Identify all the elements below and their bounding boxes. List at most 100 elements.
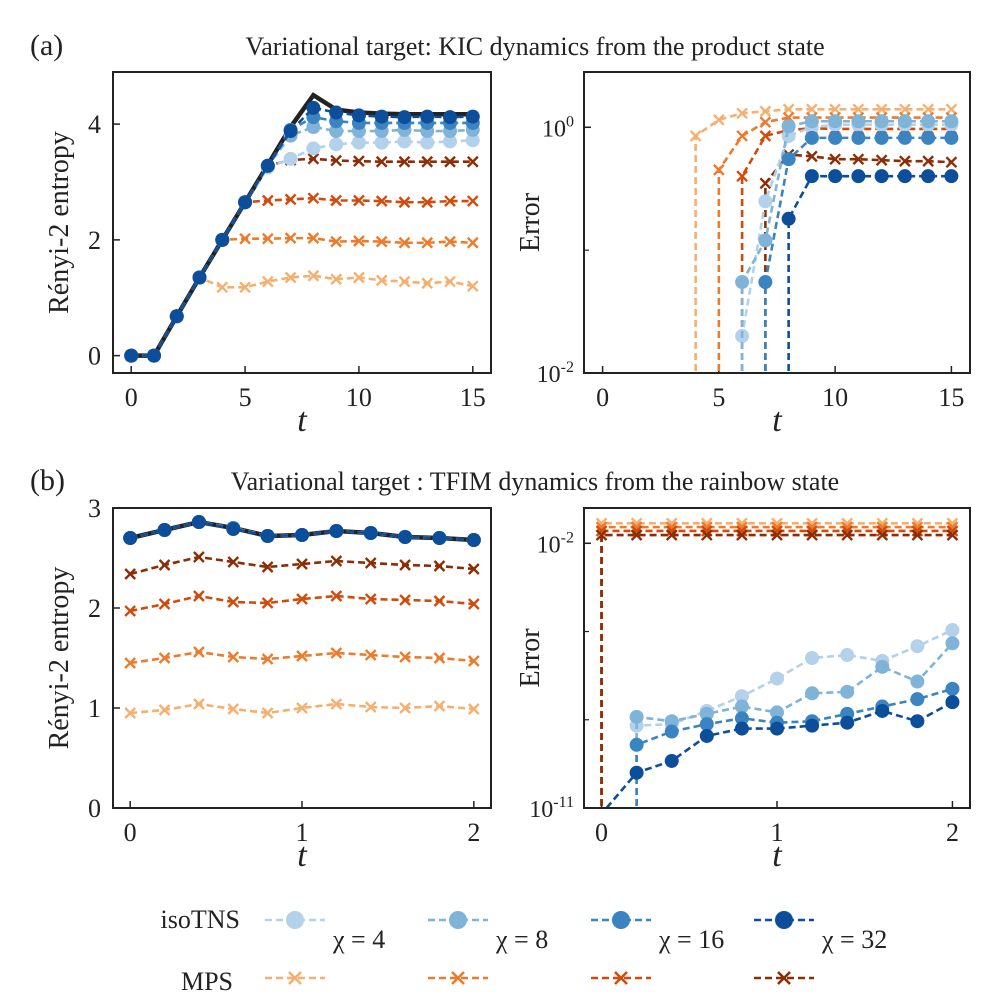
series-mps-chi-4-point bbox=[330, 273, 343, 286]
series-mps-chi-32-point bbox=[193, 551, 205, 563]
series-iso-chi-8-point bbox=[804, 114, 819, 129]
series-iso-chi-8-point bbox=[840, 684, 855, 699]
y-axis-label: Error bbox=[515, 192, 546, 252]
series-iso-chi-32-point bbox=[398, 530, 413, 544]
series-mps-chi-32-point bbox=[399, 559, 411, 571]
x-axis-label: t bbox=[297, 837, 308, 874]
series-mps-chi-32-point bbox=[227, 556, 240, 568]
series-iso-chi-4-line bbox=[635, 628, 953, 808]
series-mps-chi-4-point bbox=[467, 703, 480, 715]
series-mps-chi-32-point bbox=[630, 529, 643, 541]
series-iso-chi-8-point bbox=[758, 233, 773, 248]
series-mps-chi-8-point bbox=[284, 232, 297, 244]
series-iso-chi-8-point bbox=[805, 686, 820, 701]
x-axis-label: t bbox=[772, 837, 783, 874]
series-mps-chi-8-point bbox=[330, 647, 343, 659]
series-mps-chi-32-point bbox=[759, 177, 772, 190]
series-mps-chi-16-point bbox=[330, 194, 343, 207]
series-iso-chi-32-point bbox=[921, 169, 936, 184]
series-mps-chi-32-point bbox=[875, 154, 888, 167]
series-mps-chi-32-point bbox=[899, 155, 911, 168]
series-mps-chi-4-point bbox=[330, 698, 343, 710]
series-iso-chi-4-point bbox=[805, 651, 820, 665]
chart-a-entropy: 0 5 10 15 0 2 4 t Rényi-2 entropy bbox=[44, 71, 492, 439]
legend-row-label-isotns: isoTNS bbox=[161, 905, 240, 934]
series-iso-chi-32-point bbox=[897, 169, 912, 184]
series-iso-chi-32-point bbox=[397, 110, 412, 125]
x-tick-label: 2 bbox=[946, 818, 959, 847]
series-iso-chi-16-point bbox=[897, 130, 912, 145]
series-iso-chi-4-point bbox=[420, 135, 435, 150]
legend-entry-chi-16: χ = 16 bbox=[658, 925, 724, 954]
x-tick-label: 1 bbox=[771, 818, 784, 847]
series-mps-chi-32-point bbox=[771, 529, 783, 541]
series-iso-chi-4-point bbox=[465, 133, 480, 148]
series-mps-chi-4-point bbox=[421, 277, 434, 290]
series-iso-chi-32-point bbox=[465, 109, 480, 124]
x-tick-label: 5 bbox=[712, 383, 725, 412]
series-iso-chi-32-point bbox=[875, 703, 890, 718]
series-iso-chi-16-line bbox=[635, 687, 953, 808]
series-iso-chi-8-point bbox=[664, 714, 679, 729]
series-mps-chi-4-point bbox=[736, 107, 748, 120]
series-iso-chi-8-point bbox=[770, 705, 784, 720]
series-mps-chi-8-point bbox=[444, 235, 456, 248]
series-iso-chi-32-point bbox=[851, 169, 866, 184]
legend-entry-chi-8: χ = 8 bbox=[495, 925, 548, 954]
chart-a-error: 0 5 10 15 10-2 100 t Error bbox=[515, 71, 971, 439]
series-iso-chi-8-point bbox=[874, 114, 889, 129]
series-iso-chi-16-point bbox=[874, 130, 889, 145]
series-iso-chi-32-point bbox=[363, 526, 378, 540]
series-mps-chi-4-point bbox=[261, 707, 274, 719]
legend-swatch-mps-marker bbox=[288, 971, 302, 985]
series-mps-chi-8-point bbox=[296, 650, 308, 662]
series-mps-chi-16-point bbox=[399, 594, 411, 606]
series-iso-chi-4-line bbox=[740, 123, 952, 373]
series-iso-chi-32-point bbox=[124, 348, 139, 363]
series-iso-chi-8-point bbox=[781, 119, 796, 134]
panel-a-tag: (a) bbox=[30, 29, 63, 62]
legend-entry-chi-32: χ = 32 bbox=[821, 925, 887, 954]
series-mps-chi-16-point bbox=[296, 593, 308, 605]
series-mps-chi-32-point bbox=[806, 529, 818, 541]
series-mps-chi-32-point bbox=[353, 155, 365, 167]
y-tick-label: 100 bbox=[542, 113, 574, 142]
series-mps-chi-32-point bbox=[124, 568, 137, 580]
x-tick-label: 5 bbox=[239, 383, 252, 412]
series-mps-chi-4-line bbox=[130, 702, 474, 715]
series-iso-chi-4-point bbox=[443, 134, 458, 149]
series-iso-chi-16-point bbox=[758, 275, 773, 290]
series-iso-chi-16-point bbox=[921, 130, 936, 145]
series-mps-chi-8-point bbox=[307, 232, 320, 244]
y-axis-label: Rényi-2 entropy bbox=[44, 131, 75, 314]
series-mps-chi-16-point bbox=[595, 525, 608, 537]
series-iso-chi-32-point bbox=[840, 715, 855, 730]
series-mps-chi-32-point bbox=[421, 155, 434, 168]
series-iso-chi-8-point bbox=[944, 114, 959, 129]
series-mps-chi-4-point bbox=[193, 698, 205, 710]
axes-frame bbox=[112, 71, 492, 374]
series-iso-chi-32-point bbox=[260, 529, 275, 543]
series-iso-chi-32-point bbox=[157, 523, 172, 537]
y-tick-label: 10-2 bbox=[537, 529, 574, 558]
series-iso-chi-16-point bbox=[734, 711, 749, 726]
series-iso-chi-32-point bbox=[123, 531, 138, 545]
x-tick-label: 0 bbox=[595, 818, 608, 847]
series-iso-chi-32-point bbox=[699, 728, 714, 743]
series-mps-chi-16-point bbox=[364, 593, 377, 605]
y-tick-label: 3 bbox=[88, 494, 101, 523]
series-iso-chi-16-point bbox=[664, 724, 679, 739]
x-tick-label: 15 bbox=[938, 383, 964, 412]
x-axis-label: t bbox=[772, 402, 783, 439]
series-mps-chi-4-point bbox=[284, 271, 297, 284]
series-mps-chi-32-point bbox=[444, 155, 456, 168]
series-iso-chi-32-point bbox=[770, 721, 784, 736]
series-iso-chi-32-point bbox=[295, 528, 309, 542]
plot-area bbox=[595, 517, 960, 808]
series-mps-chi-4-point bbox=[158, 704, 171, 716]
series-mps-chi-32-point bbox=[946, 529, 959, 541]
series-mps-chi-4-point bbox=[296, 702, 308, 714]
series-iso-chi-32-point bbox=[238, 195, 253, 210]
x-tick-label: 0 bbox=[124, 818, 137, 847]
series-mps-chi-32-point bbox=[736, 529, 748, 541]
